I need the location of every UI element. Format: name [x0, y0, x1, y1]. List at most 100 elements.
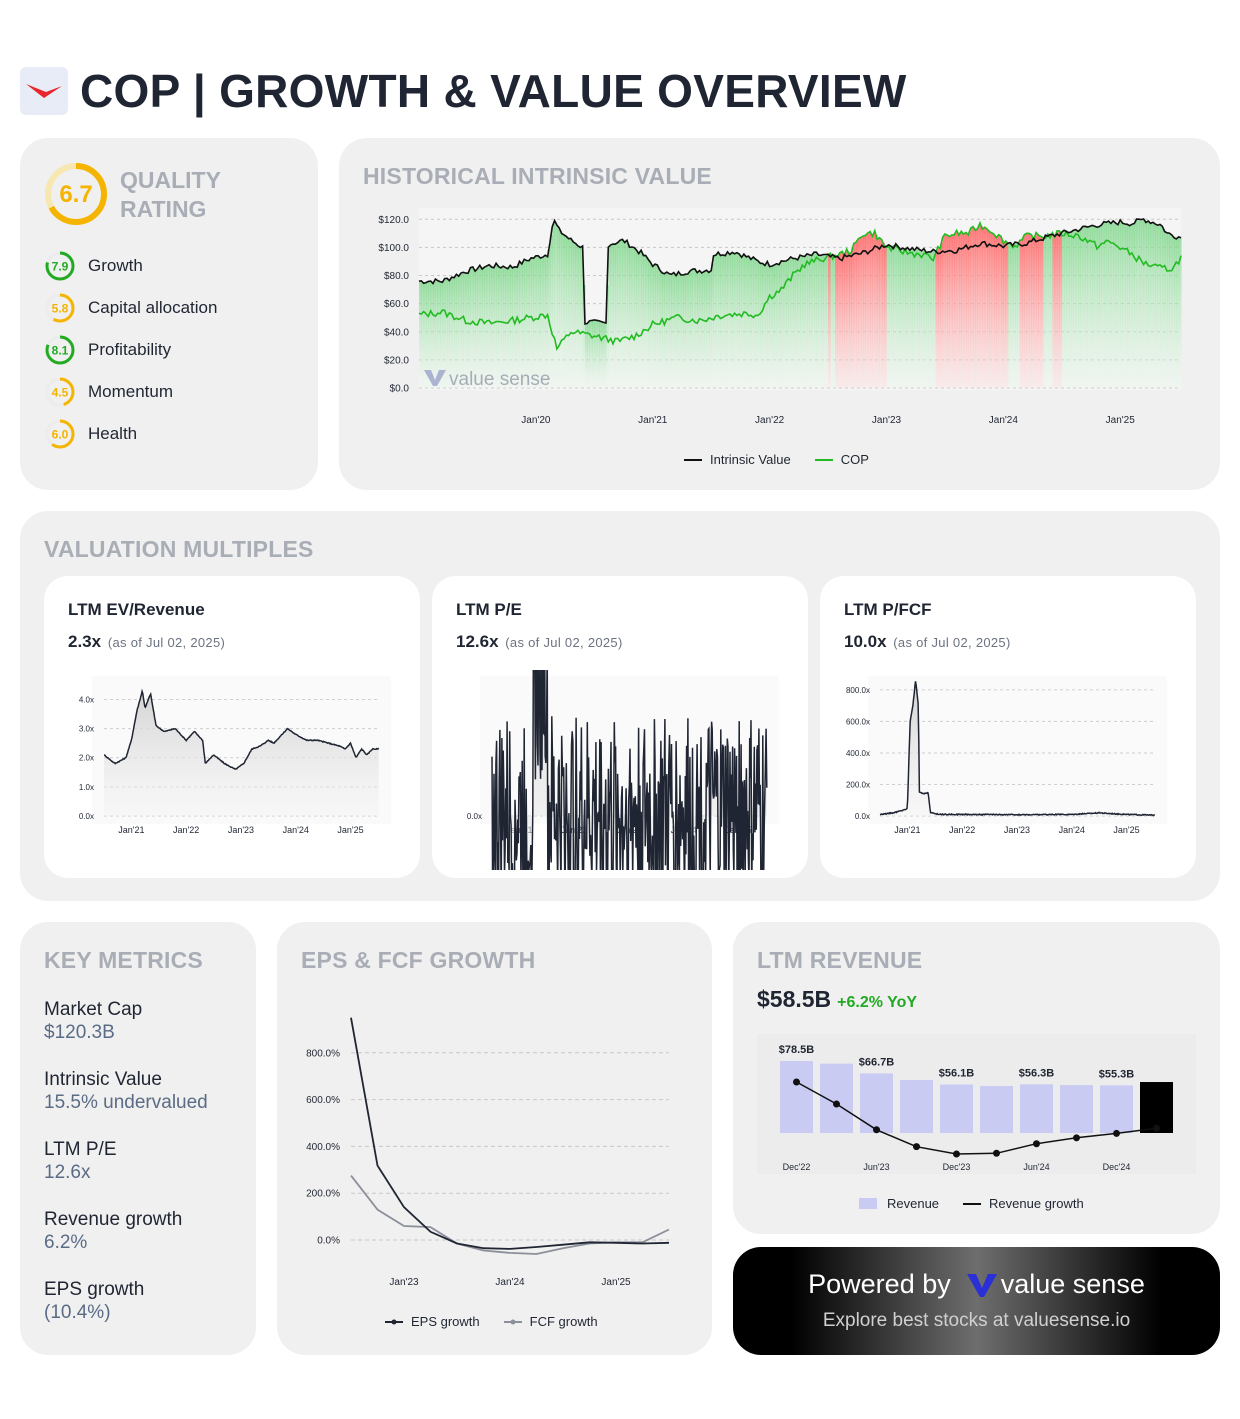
- undervalued-band: [447, 279, 450, 388]
- eps-growth-line: [350, 1017, 670, 1250]
- undervalued-band: [928, 251, 932, 388]
- undervalued-band: [697, 271, 700, 388]
- x-tick-label: Jan'24: [1059, 825, 1085, 835]
- undervalued-band: [832, 255, 836, 388]
- ev-revenue-chart: 0.0x 1.0x 2.0x 3.0x 4.0x Jan'21 Jan'22 Jan'23 Ja…: [79, 676, 391, 835]
- quality-item-momentum: 4.5 Momentum: [44, 376, 173, 408]
- y-tick-label: 2.0x: [79, 754, 94, 763]
- undervalued-band: [708, 271, 712, 388]
- undervalued-band: [666, 272, 670, 388]
- y-tick-label: 0.0x: [855, 812, 870, 821]
- y-tick-label: $20.0: [384, 355, 409, 366]
- undervalued-band: [1115, 223, 1119, 388]
- undervalued-band: [736, 253, 740, 388]
- undervalued-band: [1148, 222, 1152, 388]
- undervalued-band: [755, 259, 759, 388]
- undervalued-band: [1094, 226, 1098, 388]
- undervalued-band: [662, 273, 665, 388]
- undervalued-band: [807, 254, 810, 388]
- undervalued-band: [764, 263, 768, 388]
- undervalued-band: [734, 253, 738, 388]
- overvalued-band: [982, 228, 986, 388]
- undervalued-band: [1066, 232, 1070, 388]
- undervalued-band: [655, 264, 658, 388]
- undervalued-band: [804, 255, 808, 388]
- undervalued-band: [774, 264, 778, 388]
- undervalued-band: [556, 226, 560, 388]
- undervalued-band: [1136, 219, 1140, 388]
- ltm-revenue-card: LTM REVENUE $58.5B +6.2% YoY $78.5B $66.7…: [733, 922, 1220, 1234]
- x-tick-label: Jan'23: [872, 415, 902, 426]
- undervalued-band: [809, 255, 813, 388]
- bar-label: $66.7B: [859, 1056, 895, 1068]
- undervalued-band: [814, 252, 817, 388]
- undervalued-band: [778, 262, 782, 388]
- undervalued-band: [489, 265, 492, 388]
- revenue-growth-point: [1153, 1124, 1160, 1132]
- undervalued-band: [680, 274, 684, 388]
- revenue-bar: [940, 1084, 973, 1133]
- undervalued-band: [624, 241, 628, 388]
- undervalued-band: [771, 265, 775, 388]
- overvalued-band: [853, 242, 857, 388]
- x-tick-label: Dec'24: [1103, 1162, 1131, 1172]
- undervalued-band: [1152, 223, 1156, 388]
- undervalued-band: [486, 265, 490, 388]
- undervalued-band: [664, 272, 668, 388]
- overvalued-band: [963, 233, 967, 388]
- conocophillips-logo-icon: [26, 84, 62, 98]
- undervalued-band: [1010, 244, 1014, 388]
- undervalued-band: [683, 274, 686, 388]
- undervalued-band: [715, 253, 719, 388]
- undervalued-band: [1087, 226, 1091, 388]
- overvalued-band: [842, 253, 845, 388]
- undervalued-band: [421, 282, 425, 388]
- powered-by-banner[interactable]: Powered by value sense Explore best stoc…: [733, 1247, 1220, 1355]
- undervalued-band: [676, 273, 679, 388]
- undervalued-band: [454, 275, 457, 388]
- undervalued-band: [1045, 235, 1049, 388]
- undervalued-band: [652, 265, 656, 388]
- undervalued-band: [900, 248, 904, 388]
- overvalued-band: [877, 238, 880, 388]
- ltm-revenue-value-row: $58.5B +6.2% YoY: [757, 986, 917, 1013]
- overvalued-band: [846, 251, 850, 388]
- x-tick-label: Jan'23: [228, 825, 254, 835]
- undervalued-band: [566, 237, 570, 388]
- overvalued-band: [937, 247, 941, 388]
- undervalued-band: [442, 280, 446, 388]
- undervalued-band: [484, 266, 488, 388]
- chart-legend: Intrinsic Value COP: [684, 452, 893, 467]
- undervalued-band: [526, 260, 530, 388]
- undervalued-band: [743, 255, 747, 388]
- key-metrics-card: KEY METRICS Market Cap $120.3B Intrinsic…: [20, 922, 256, 1355]
- undervalued-band: [912, 249, 916, 388]
- undervalued-band: [594, 320, 598, 388]
- undervalued-band: [563, 235, 567, 388]
- undervalued-band: [636, 251, 640, 388]
- undervalued-band: [451, 277, 455, 388]
- revenue-growth-point: [1113, 1129, 1120, 1137]
- undervalued-band: [570, 240, 574, 388]
- card-title: LTM REVENUE: [757, 947, 923, 973]
- metric-revenue-growth: Revenue growth 6.2%: [44, 1209, 183, 1253]
- valuesense-logo-icon: [424, 370, 446, 386]
- overvalued-band: [994, 235, 997, 388]
- undervalued-band: [902, 248, 906, 388]
- undervalued-band: [461, 272, 464, 388]
- undervalued-band: [821, 254, 824, 388]
- legend-label: Intrinsic Value: [710, 452, 791, 467]
- overvalued-band: [1033, 236, 1037, 388]
- undervalued-band: [811, 253, 815, 388]
- undervalued-band: [888, 245, 892, 388]
- x-tick-label: Jan'22: [755, 415, 785, 426]
- undervalued-band: [1150, 222, 1154, 388]
- item-name: Growth: [88, 256, 143, 275]
- undervalued-band: [596, 320, 600, 388]
- undervalued-band: [510, 266, 513, 388]
- multiple-card-pe: LTM P/E 12.6x (as of Jul 02, 2025) 0.0x0…: [432, 576, 808, 878]
- undervalued-band: [669, 273, 672, 388]
- overvalued-band: [858, 238, 862, 388]
- multiple-value: 2.3x (as of Jul 02, 2025): [68, 632, 226, 651]
- x-tick-label: Dec'23: [943, 1162, 971, 1172]
